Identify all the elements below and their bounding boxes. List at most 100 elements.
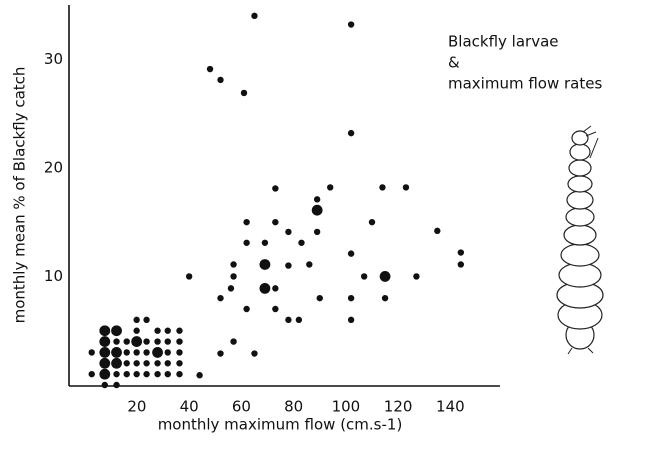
data-point bbox=[133, 327, 140, 334]
x-tick-label: 80 bbox=[284, 398, 303, 416]
data-point bbox=[285, 228, 292, 236]
data-point bbox=[240, 89, 248, 97]
x-tick-label: 60 bbox=[232, 398, 251, 416]
data-point bbox=[123, 370, 130, 378]
data-point bbox=[313, 228, 321, 236]
x-tick-label: 40 bbox=[180, 398, 199, 416]
data-point bbox=[176, 349, 183, 356]
data-point bbox=[164, 370, 171, 378]
data-point bbox=[111, 325, 122, 337]
data-point bbox=[379, 271, 391, 282]
data-point bbox=[99, 347, 111, 358]
data-point bbox=[230, 338, 237, 345]
data-point bbox=[285, 262, 292, 269]
data-point bbox=[251, 350, 258, 357]
data-point bbox=[176, 360, 183, 367]
data-point bbox=[154, 338, 161, 345]
data-point bbox=[243, 239, 250, 246]
data-point bbox=[176, 370, 183, 378]
data-point bbox=[285, 316, 292, 324]
data-point bbox=[434, 227, 441, 235]
data-point bbox=[230, 273, 237, 280]
y-tick-label: 30 bbox=[44, 50, 63, 68]
data-point bbox=[123, 360, 130, 367]
data-point bbox=[176, 338, 183, 345]
data-point bbox=[143, 349, 150, 356]
data-point bbox=[113, 370, 120, 378]
data-point bbox=[123, 349, 130, 356]
data-point bbox=[272, 285, 279, 292]
data-point bbox=[164, 360, 171, 367]
data-point bbox=[261, 239, 269, 246]
x-tick-label: 100 bbox=[332, 398, 361, 416]
data-point bbox=[143, 370, 150, 378]
data-point bbox=[313, 196, 321, 203]
data-point bbox=[413, 273, 420, 280]
data-point bbox=[113, 338, 120, 345]
data-point bbox=[133, 360, 140, 367]
data-point bbox=[131, 336, 143, 347]
data-point bbox=[347, 316, 355, 324]
data-point bbox=[152, 347, 163, 358]
data-point bbox=[360, 273, 368, 280]
data-point bbox=[327, 184, 334, 191]
data-point bbox=[133, 349, 140, 356]
data-point bbox=[206, 65, 214, 73]
data-point bbox=[185, 273, 193, 280]
data-point bbox=[99, 336, 111, 347]
data-point bbox=[227, 285, 235, 292]
chart-title: Blackfly larvae bbox=[448, 33, 559, 51]
data-point bbox=[311, 204, 323, 216]
data-point bbox=[368, 218, 376, 226]
data-point bbox=[272, 185, 279, 192]
data-point bbox=[99, 357, 111, 369]
data-point bbox=[243, 218, 250, 226]
data-point bbox=[298, 239, 305, 246]
data-point bbox=[457, 249, 465, 256]
data-point bbox=[164, 349, 171, 356]
data-point bbox=[217, 294, 224, 302]
chart-title: & bbox=[448, 54, 460, 72]
data-point bbox=[196, 372, 203, 379]
data-point bbox=[176, 327, 183, 334]
data-point bbox=[217, 76, 224, 84]
data-point bbox=[243, 305, 250, 313]
y-axis-label: monthly mean % of Blackfly catch bbox=[11, 67, 29, 324]
data-point bbox=[379, 184, 386, 191]
data-point bbox=[133, 316, 140, 324]
x-tick-label: 120 bbox=[384, 398, 413, 416]
data-point bbox=[164, 327, 171, 334]
data-point bbox=[154, 327, 161, 334]
data-point bbox=[402, 184, 410, 191]
data-point bbox=[154, 370, 161, 378]
data-point bbox=[272, 305, 279, 313]
data-point bbox=[101, 381, 108, 389]
data-point bbox=[99, 368, 111, 380]
data-point bbox=[217, 350, 224, 357]
x-axis-label: monthly maximum flow (cm.s-1) bbox=[158, 416, 403, 434]
data-point bbox=[133, 370, 140, 378]
data-point bbox=[316, 294, 323, 302]
data-point bbox=[306, 261, 313, 268]
data-point bbox=[259, 259, 271, 270]
y-tick-label: 20 bbox=[44, 158, 63, 176]
data-point bbox=[99, 325, 111, 337]
data-point bbox=[123, 338, 130, 345]
x-tick-label: 20 bbox=[127, 398, 146, 416]
data-point bbox=[259, 282, 271, 294]
data-point bbox=[143, 316, 150, 324]
data-point bbox=[230, 261, 237, 268]
y-tick-label: 10 bbox=[44, 267, 63, 285]
data-point bbox=[164, 338, 171, 345]
data-point bbox=[295, 316, 303, 324]
data-point bbox=[113, 381, 120, 389]
x-tick-label: 140 bbox=[436, 398, 465, 416]
data-point bbox=[347, 250, 355, 257]
data-point bbox=[88, 349, 95, 356]
data-point bbox=[457, 261, 465, 268]
data-point bbox=[111, 357, 122, 369]
larva-illustration bbox=[556, 125, 604, 355]
data-point bbox=[347, 129, 355, 137]
data-point bbox=[347, 21, 355, 28]
